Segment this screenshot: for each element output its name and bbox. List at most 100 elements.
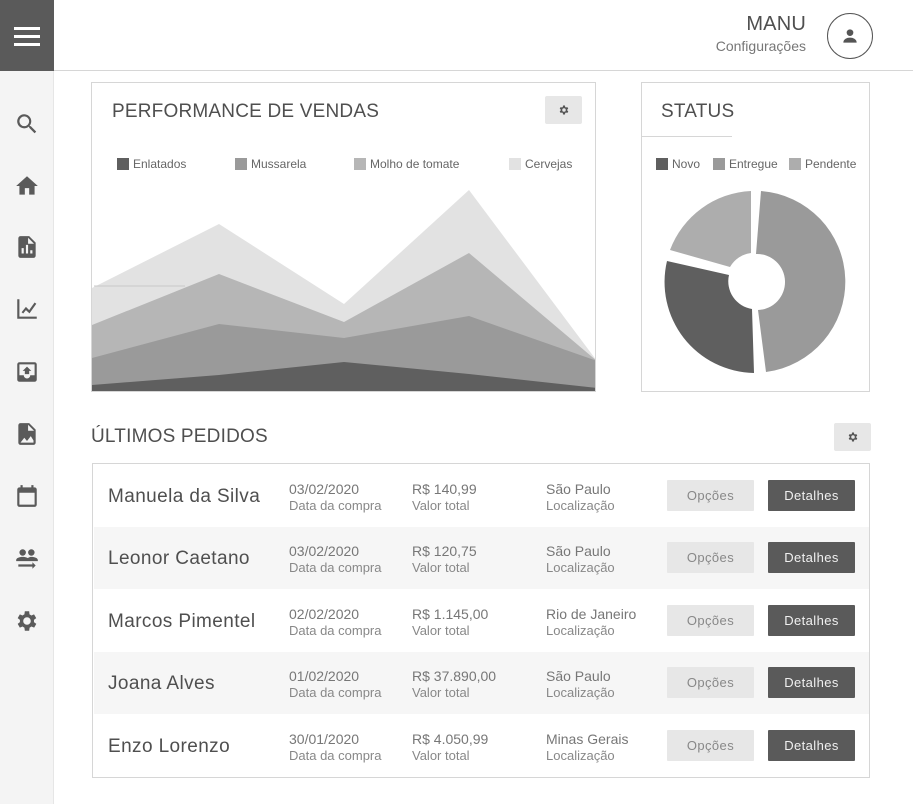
total-cell: R$ 4.050,99 Valor total: [412, 731, 488, 763]
date-label: Data da compra: [289, 623, 382, 638]
orders-settings-button[interactable]: [834, 423, 871, 451]
location-cell: São Paulo Localização: [546, 543, 615, 575]
location-value: Rio de Janeiro: [546, 606, 637, 622]
location-cell: São Paulo Localização: [546, 481, 615, 513]
details-button[interactable]: Detalhes: [768, 480, 855, 511]
total-cell: R$ 140,99 Valor total: [412, 481, 477, 513]
legend-label: Pendente: [805, 157, 857, 171]
sales-performance-panel: PERFORMANCE DE VENDAS Enlatados Mussarel…: [91, 82, 596, 392]
options-button[interactable]: Opções: [667, 730, 754, 761]
location-value: São Paulo: [546, 668, 611, 684]
nav-users[interactable]: [0, 539, 54, 579]
orders-title: ÚLTIMOS PEDIDOS: [91, 426, 268, 447]
status-panel: STATUS Novo Entregue Pendente: [641, 82, 870, 392]
details-button[interactable]: Detalhes: [768, 730, 855, 761]
total-label: Valor total: [412, 498, 470, 513]
table-row: Manuela da Silva 03/02/2020 Data da compr…: [94, 465, 869, 527]
options-button[interactable]: Opções: [667, 667, 754, 698]
date-value: 03/02/2020: [289, 543, 360, 559]
panel-title: PERFORMANCE DE VENDAS: [112, 101, 380, 122]
sidebar: [0, 0, 54, 804]
table-row: Joana Alves 01/02/2020 Data da compra R$ …: [94, 652, 869, 714]
performance-settings-button[interactable]: [545, 96, 582, 124]
report-icon: [18, 236, 36, 258]
total-cell: R$ 1.145,00 Valor total: [412, 606, 488, 638]
user-name[interactable]: MANU: [746, 13, 806, 35]
options-button[interactable]: Opções: [667, 605, 754, 636]
date-label: Data da compra: [289, 685, 382, 700]
gear-icon: [848, 432, 857, 442]
legend-item: Mussarela: [235, 157, 306, 171]
nav-calendar[interactable]: [0, 476, 54, 516]
date-label: Data da compra: [289, 748, 382, 763]
legend-swatch: [354, 158, 366, 170]
legend-item: Molho de tomate: [354, 157, 459, 171]
date-cell: 01/02/2020 Data da compra: [289, 668, 382, 700]
customer-name: Manuela da Silva: [108, 486, 261, 507]
legend-swatch: [656, 158, 668, 170]
avatar[interactable]: [827, 13, 873, 59]
location-cell: Rio de Janeiro Localização: [546, 606, 636, 638]
legend-label: Molho de tomate: [370, 157, 460, 171]
details-button[interactable]: Detalhes: [768, 667, 855, 698]
hamburger-menu-button[interactable]: [0, 0, 54, 71]
table-row: Leonor Caetano 03/02/2020 Data da compra …: [94, 527, 869, 589]
date-value: 03/02/2020: [289, 481, 360, 497]
nav-search[interactable]: [0, 104, 54, 144]
total-cell: R$ 37.890,00 Valor total: [412, 668, 496, 700]
legend-item: Pendente: [789, 157, 856, 171]
legend-item: Entregue: [713, 157, 778, 171]
location-label: Localização: [546, 685, 615, 700]
total-label: Valor total: [412, 623, 470, 638]
nav-charts[interactable]: [0, 289, 54, 329]
date-label: Data da compra: [289, 498, 382, 513]
total-value: R$ 140,99: [412, 481, 477, 497]
search-icon: [17, 114, 37, 134]
gear-icon: [17, 611, 37, 631]
donut-slice-novo: [664, 261, 754, 373]
total-label: Valor total: [412, 748, 470, 763]
nav-home[interactable]: [0, 166, 54, 206]
settings-link[interactable]: Configurações: [715, 38, 806, 54]
legend-item: Cervejas: [509, 157, 572, 171]
date-value: 01/02/2020: [289, 668, 360, 684]
date-cell: 30/01/2020 Data da compra: [289, 731, 382, 763]
area-enlatados: [92, 362, 595, 391]
customer-name: Enzo Lorenzo: [108, 736, 231, 757]
nav-upload[interactable]: [0, 352, 54, 392]
location-cell: Minas Gerais Localização: [546, 731, 628, 763]
home-icon: [16, 176, 38, 195]
total-cell: R$ 120,75 Valor total: [412, 543, 477, 575]
gear-icon: [559, 105, 568, 115]
location-label: Localização: [546, 623, 615, 638]
legend-swatch: [789, 158, 801, 170]
details-button[interactable]: Detalhes: [768, 605, 855, 636]
location-label: Localização: [546, 560, 615, 575]
table-row: Marcos Pimentel 02/02/2020 Data da compra…: [94, 590, 869, 652]
details-button[interactable]: Detalhes: [768, 542, 855, 573]
chart-icon: [17, 299, 37, 319]
nav-report[interactable]: [0, 227, 54, 267]
area-mussarela: [92, 316, 595, 391]
legend-label: Cervejas: [525, 157, 573, 171]
total-value: R$ 37.890,00: [412, 668, 497, 684]
area-chart: [92, 190, 595, 391]
customer-name: Leonor Caetano: [108, 548, 250, 569]
customer-name: Joana Alves: [108, 673, 215, 694]
options-button[interactable]: Opções: [667, 542, 754, 573]
total-value: R$ 120,75: [412, 543, 477, 559]
table-row: Enzo Lorenzo 30/01/2020 Data da compra R$…: [94, 715, 869, 777]
location-value: Minas Gerais: [546, 731, 629, 747]
options-button[interactable]: Opções: [667, 480, 754, 511]
total-label: Valor total: [412, 685, 470, 700]
location-label: Localização: [546, 748, 615, 763]
donut-slice-entregue: [756, 191, 846, 372]
nav-settings[interactable]: [0, 601, 54, 641]
legend-swatch: [117, 158, 129, 170]
legend-label: Entregue: [729, 157, 778, 171]
legend-item: Enlatados: [117, 157, 186, 171]
donut-chart: [664, 191, 846, 373]
orders-table: Manuela da Silva 03/02/2020 Data da compr…: [92, 463, 870, 778]
nav-image-file[interactable]: [0, 414, 54, 454]
date-value: 30/01/2020: [289, 731, 360, 747]
